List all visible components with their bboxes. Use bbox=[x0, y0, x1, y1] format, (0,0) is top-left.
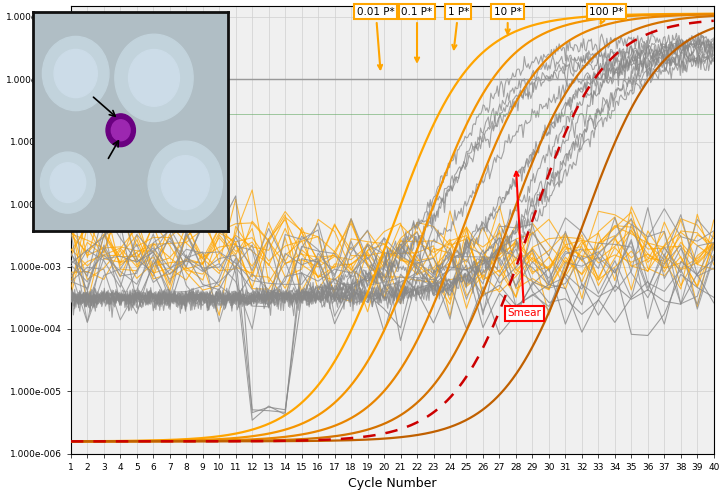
Circle shape bbox=[161, 156, 210, 210]
Circle shape bbox=[41, 152, 95, 213]
Text: 10 P*: 10 P* bbox=[494, 7, 521, 34]
Circle shape bbox=[112, 120, 130, 141]
Text: 0.01 P*: 0.01 P* bbox=[357, 7, 394, 69]
Circle shape bbox=[115, 34, 193, 122]
Circle shape bbox=[128, 50, 179, 106]
Circle shape bbox=[54, 50, 97, 98]
Circle shape bbox=[42, 36, 109, 111]
Circle shape bbox=[106, 114, 136, 147]
Text: Smear: Smear bbox=[507, 172, 541, 318]
Circle shape bbox=[50, 163, 86, 202]
Circle shape bbox=[148, 141, 223, 224]
Text: 100 P*: 100 P* bbox=[589, 7, 624, 24]
Text: 0.1 P*: 0.1 P* bbox=[402, 7, 433, 62]
X-axis label: Cycle Number: Cycle Number bbox=[348, 478, 436, 491]
Text: 1 P*: 1 P* bbox=[447, 7, 469, 49]
